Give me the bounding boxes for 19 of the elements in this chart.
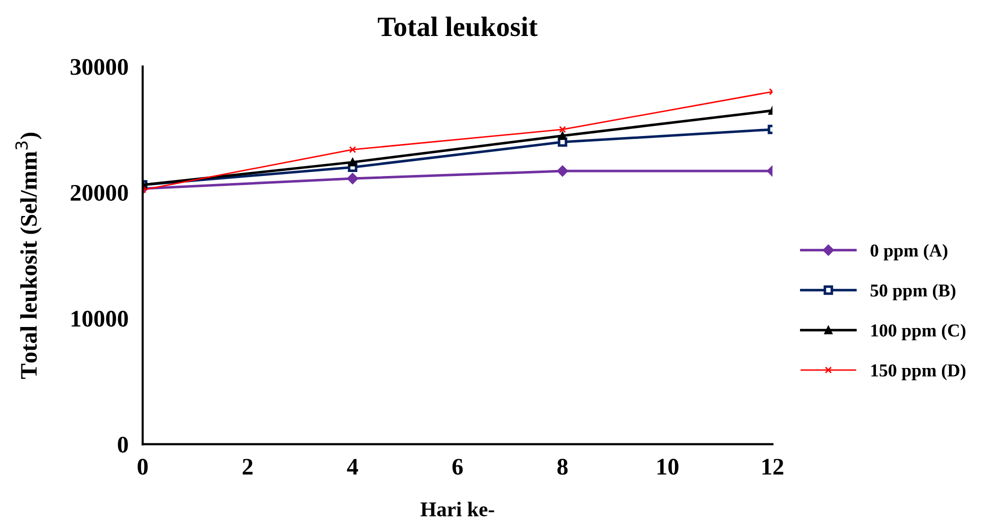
x-tick-label: 6 [452, 458, 463, 475]
x-tick-label: 10 [658, 458, 678, 475]
x-tick-label: 8 [557, 458, 568, 475]
point [559, 126, 566, 133]
y-axis-title: Total leukosit (Sel/mm$^{3}$) [15, 132, 42, 379]
y-tick-label: 20000 [70, 184, 128, 201]
legend-label: 50 ppm (B) [870, 284, 956, 300]
x-axis-title: Hari ke- [420, 502, 494, 516]
x-tick-label: 0 [138, 458, 148, 475]
y-tick-label: 10000 [72, 310, 128, 327]
x-tick-label: 12 [762, 458, 784, 474]
y-tick-label: 30000 [70, 58, 128, 75]
x-tick-label: 4 [347, 458, 358, 474]
legend-label: 100 ppm (C) [871, 324, 966, 340]
chart-title: Total leukosit [378, 16, 538, 36]
x-tick-label: 2 [242, 458, 253, 474]
y-tick-label: 0 [118, 436, 128, 453]
legend-label: 150 ppm (D) [871, 364, 966, 380]
legend-label: 0 ppm (A) [870, 244, 948, 260]
